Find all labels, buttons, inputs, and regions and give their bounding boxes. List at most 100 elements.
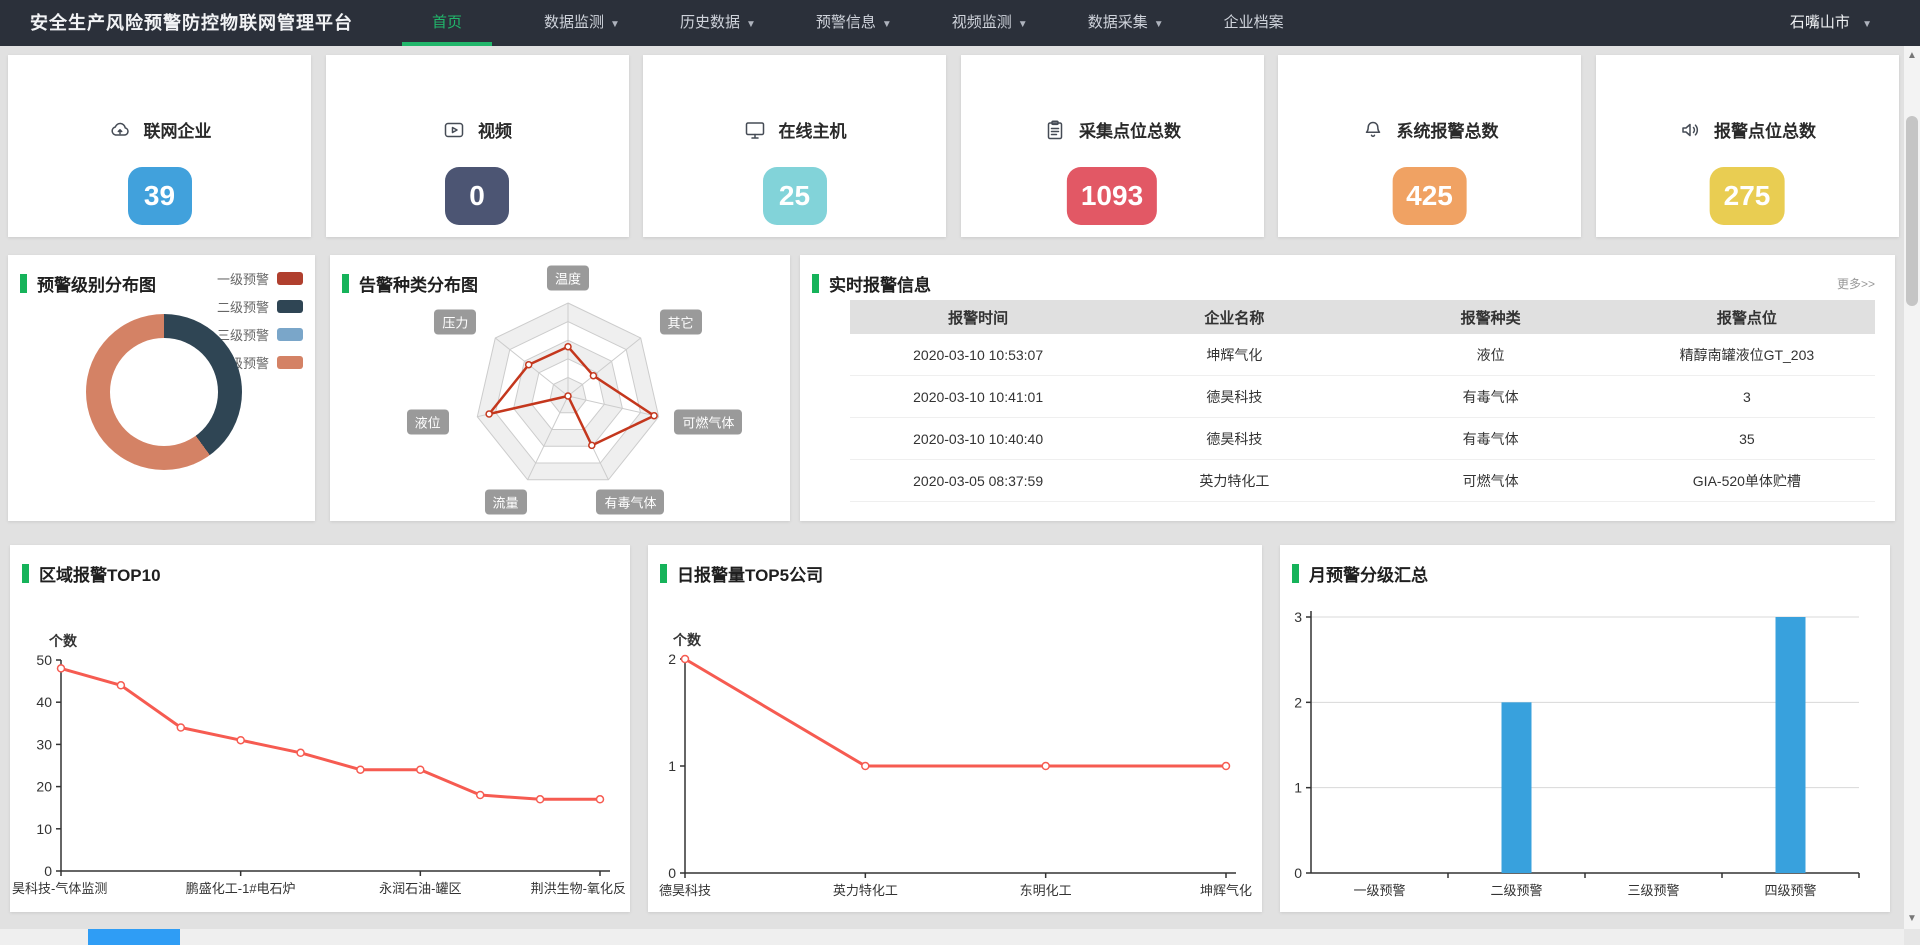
svg-text:昊科技-气体监测: 昊科技-气体监测 bbox=[12, 881, 107, 896]
stat-card-head: 联网企业 bbox=[8, 117, 311, 142]
nav-item-4[interactable]: 预警信息 ▼ bbox=[808, 0, 900, 46]
svg-text:2: 2 bbox=[668, 651, 676, 667]
alarm-table-header: 报警时间 企业名称 报警种类 报警点位 bbox=[850, 300, 1875, 334]
monthly-summary-panel: 月预警分级汇总 0 1 2 3 一级预警 二级预警 三级预警 四级预警 bbox=[1280, 545, 1890, 912]
chevron-down-icon: ▼ bbox=[610, 19, 620, 30]
horizontal-scroll-thumb[interactable] bbox=[88, 929, 180, 945]
stat-card-label: 采集点位总数 bbox=[1079, 122, 1181, 141]
more-link[interactable]: 更多>> bbox=[1836, 277, 1875, 291]
nav-item-label: 数据监测 bbox=[544, 14, 605, 31]
region-top10-title: 区域报警TOP10 bbox=[39, 566, 161, 585]
stat-card-value-badge: 25 bbox=[762, 167, 827, 225]
stat-card-label: 联网企业 bbox=[143, 122, 212, 141]
city-selector[interactable]: 石嘴山市 ▼ bbox=[1790, 0, 1872, 48]
svg-text:东明化工: 东明化工 bbox=[1020, 883, 1072, 898]
stat-card-head: 在线主机 bbox=[643, 117, 946, 142]
panel-title: 区域报警TOP10 bbox=[22, 561, 161, 586]
svg-text:20: 20 bbox=[36, 779, 52, 795]
scrollbar-corner bbox=[1904, 929, 1920, 945]
nav-item-7[interactable]: 企业档案 bbox=[1216, 0, 1292, 46]
vertical-scroll-thumb[interactable] bbox=[1906, 116, 1918, 306]
donut-hole bbox=[110, 338, 218, 446]
vertical-scrollbar[interactable]: ▲ ▼ bbox=[1904, 46, 1920, 929]
panel-title: 日报警量TOP5公司 bbox=[660, 561, 823, 586]
top-nav: 安全生产风险预警防控物联网管理平台 首页 数据监测 ▼ 历史数据 ▼ 预警信息 ▼ 视频监测 ▼… bbox=[0, 0, 1920, 46]
nav-item-label: 首页 bbox=[432, 14, 463, 31]
svg-text:1: 1 bbox=[668, 758, 676, 774]
green-bar-icon bbox=[660, 564, 667, 583]
alarm-table-header-cell: 报警点位 bbox=[1716, 309, 1777, 327]
bell-icon bbox=[1365, 121, 1380, 137]
nav-item-1[interactable]: 首页 bbox=[402, 0, 492, 46]
panel-title: 告警种类分布图 bbox=[342, 271, 478, 296]
chevron-down-icon: ▼ bbox=[1862, 19, 1872, 30]
alarm-table-cell: 精醇南罐液位GT_203 bbox=[1679, 346, 1815, 363]
stat-card-label: 在线主机 bbox=[778, 122, 847, 141]
scroll-down-icon[interactable]: ▼ bbox=[1907, 913, 1917, 924]
legend-label: 三级预警 bbox=[216, 328, 269, 343]
nav-item-label: 历史数据 bbox=[679, 14, 740, 31]
chevron-down-icon: ▼ bbox=[881, 19, 892, 30]
svg-text:1: 1 bbox=[1294, 780, 1302, 796]
nav-item-5[interactable]: 视频监测 ▼ bbox=[944, 0, 1036, 46]
cloud-icon bbox=[111, 122, 129, 136]
svg-text:二级预警: 二级预警 bbox=[1490, 883, 1542, 898]
alarm-table-cell: GIA-520单体贮槽 bbox=[1692, 472, 1801, 489]
legend-swatch bbox=[277, 272, 303, 285]
svg-text:3: 3 bbox=[1294, 609, 1302, 625]
radar-axis-label: 流量 bbox=[484, 489, 527, 515]
alarm-table-cell: 35 bbox=[1739, 430, 1755, 447]
stat-card-1: 联网企业 39 bbox=[8, 55, 311, 237]
table-row: 2020-03-05 08:37:59 英力特化工 可燃气体 GIA-520单体贮槽 bbox=[850, 460, 1875, 502]
scroll-up-icon[interactable]: ▲ bbox=[1907, 50, 1917, 61]
stat-card-3: 在线主机 25 bbox=[643, 55, 946, 237]
legend-label: 一级预警 bbox=[216, 272, 269, 287]
nav-item-3[interactable]: 历史数据 ▼ bbox=[672, 0, 764, 46]
svg-text:个数: 个数 bbox=[48, 633, 78, 649]
alarm-table-cell: 有毒气体 bbox=[1462, 388, 1519, 405]
alarm-table-cell: 2020-03-10 10:40:40 bbox=[913, 430, 1044, 447]
city-label: 石嘴山市 bbox=[1789, 14, 1850, 31]
stat-card-value-badge: 425 bbox=[1392, 167, 1467, 225]
svg-text:永润石油-罐区: 永润石油-罐区 bbox=[379, 881, 461, 896]
alarm-table-header-cell: 企业名称 bbox=[1204, 309, 1265, 327]
green-bar-icon bbox=[22, 564, 29, 583]
stat-card-2: 视频 0 bbox=[325, 55, 629, 237]
svg-text:德昊科技: 德昊科技 bbox=[659, 883, 711, 898]
alarm-table: 报警时间 企业名称 报警种类 报警点位 2020-03-10 10:53:07 坤辉气化… bbox=[850, 300, 1875, 502]
alarm-type-panel: 告警种类分布图 温度 其它 可燃气体 有毒气体 流量 液位 压力 bbox=[330, 255, 790, 521]
warning-level-panel: 预警级别分布图 一级预警 二级预警 三级预警 四级预警 bbox=[8, 255, 315, 521]
app-title: 安全生产风险预警防控物联网管理平台 bbox=[30, 13, 353, 33]
legend-swatch bbox=[277, 328, 303, 341]
alarm-table-cell: 坤辉气化 bbox=[1206, 346, 1263, 363]
nav-item-2[interactable]: 数据监测 ▼ bbox=[536, 0, 628, 46]
horizontal-scrollbar[interactable] bbox=[0, 929, 1904, 945]
green-bar-icon bbox=[812, 274, 819, 293]
svg-text:0: 0 bbox=[44, 863, 52, 879]
daily-top5-title: 日报警量TOP5公司 bbox=[677, 566, 824, 585]
legend-swatch bbox=[277, 300, 303, 313]
panel-title: 月预警分级汇总 bbox=[1292, 561, 1428, 586]
nav-menu: 首页 数据监测 ▼ 历史数据 ▼ 预警信息 ▼ 视频监测 ▼ 数据采集 ▼ 企业档案 bbox=[402, 0, 1292, 46]
alarm-table-cell: 英力特化工 bbox=[1199, 472, 1270, 489]
stat-card-label: 报警点位总数 bbox=[1714, 122, 1816, 141]
chevron-down-icon: ▼ bbox=[1153, 19, 1164, 30]
svg-text:0: 0 bbox=[668, 865, 676, 881]
legend-item[interactable]: 二级预警 bbox=[217, 297, 303, 316]
radar-axis-label: 可燃气体 bbox=[674, 409, 743, 435]
clipboard-icon bbox=[1047, 119, 1063, 139]
video-icon bbox=[444, 122, 464, 137]
radar-axis-label: 压力 bbox=[434, 309, 477, 335]
nav-item-label: 数据采集 bbox=[1087, 14, 1148, 31]
svg-text:40: 40 bbox=[36, 694, 52, 710]
svg-text:荆洪生物-氧化反: 荆洪生物-氧化反 bbox=[531, 881, 626, 896]
alarm-type-title: 告警种类分布图 bbox=[359, 276, 478, 295]
realtime-alarm-title: 实时报警信息 bbox=[829, 276, 931, 295]
svg-text:2: 2 bbox=[1294, 694, 1302, 710]
green-bar-icon bbox=[342, 274, 349, 293]
legend-item[interactable]: 一级预警 bbox=[217, 269, 303, 288]
legend-item[interactable]: 三级预警 bbox=[217, 325, 303, 344]
nav-item-6[interactable]: 数据采集 ▼ bbox=[1080, 0, 1172, 46]
alarm-table-header-cell: 报警种类 bbox=[1460, 309, 1521, 327]
radar-axis-label: 有毒气体 bbox=[596, 489, 665, 515]
